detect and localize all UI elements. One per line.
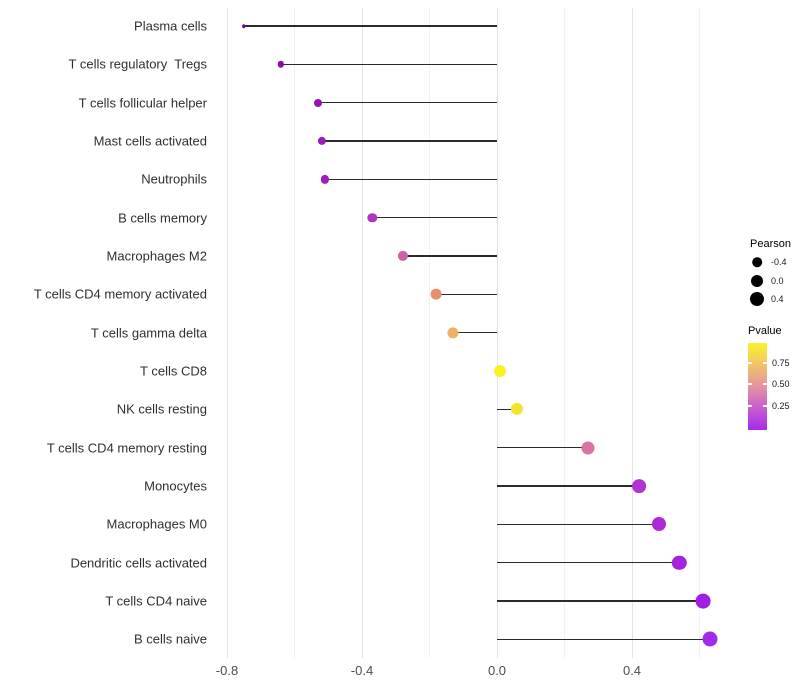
legend-pvalue-label: 0.25	[772, 401, 790, 411]
lollipop-dot	[702, 631, 718, 647]
lollipop-stem	[497, 561, 680, 564]
lollipop-stem	[324, 178, 497, 180]
gridline-major	[631, 8, 633, 658]
lollipop-stem	[436, 293, 497, 295]
lollipop-stem	[497, 485, 639, 487]
category-label: Dendritic cells activated	[70, 555, 207, 571]
lollipop-dot	[314, 98, 323, 107]
gridline-minor	[429, 8, 430, 658]
lollipop-dot	[511, 403, 524, 416]
category-label: T cells regulatory Tregs	[68, 56, 207, 72]
pvalue-colorbar	[748, 343, 767, 430]
x-tick-label: -0.8	[215, 663, 239, 678]
colorbar-tick	[763, 383, 767, 385]
category-label: Monocytes	[144, 478, 207, 494]
lollipop-stem	[497, 408, 518, 410]
category-label: T cells CD4 naive	[105, 593, 207, 609]
lollipop-dot	[581, 441, 595, 455]
lollipop-dot	[320, 175, 329, 184]
lollipop-stem	[243, 25, 497, 27]
category-label: T cells gamma delta	[90, 325, 207, 341]
legend-pvalue-title: Pvalue	[748, 325, 782, 337]
colorbar-tick	[748, 362, 752, 364]
category-label: Plasma cells	[134, 18, 207, 34]
lollipop-stem	[497, 600, 703, 602]
lollipop-dot	[317, 136, 326, 146]
lollipop-stem	[497, 446, 589, 449]
lollipop-dot	[631, 479, 646, 493]
lollipop-dot	[277, 61, 285, 68]
lollipop-dot	[430, 288, 442, 300]
category-label: Mast cells activated	[93, 133, 207, 149]
legend-pearson-title: Pearson	[750, 238, 791, 250]
colorbar-tick	[748, 405, 752, 407]
category-label: Macrophages M2	[106, 248, 207, 264]
colorbar-tick	[748, 383, 752, 385]
lollipop-stem	[497, 523, 659, 525]
lollipop-dot	[494, 364, 507, 377]
lollipop-stem	[372, 216, 497, 219]
category-label: T cells CD4 memory resting	[46, 440, 207, 456]
lollipop-stem	[497, 638, 710, 640]
x-tick-label: 0.4	[622, 663, 642, 678]
legend-size-label: -0.4	[771, 257, 787, 267]
gridline-major	[226, 8, 228, 658]
category-label: B cells naive	[134, 631, 207, 647]
gridline-minor	[564, 8, 565, 658]
legend-size-dot	[751, 274, 763, 287]
lollipop-stem	[281, 63, 497, 66]
colorbar-tick	[763, 405, 767, 407]
gridline-major	[496, 8, 498, 658]
legend-size-label: 0.4	[771, 294, 784, 304]
x-tick-label: -0.4	[350, 663, 374, 678]
category-label: NK cells resting	[116, 401, 207, 417]
lollipop-dot	[652, 517, 666, 532]
lollipop-dot	[672, 555, 687, 570]
category-label: T cells follicular helper	[78, 95, 207, 111]
category-label: T cells CD8	[140, 363, 207, 379]
lollipop-dot	[242, 24, 246, 28]
legend-size-label: 0.0	[771, 275, 784, 286]
category-label: B cells memory	[118, 210, 207, 226]
category-label: Neutrophils	[141, 171, 207, 187]
lollipop-stem	[453, 331, 497, 334]
lollipop-stem	[402, 255, 497, 257]
gridline-minor	[294, 8, 295, 658]
lollipop-dot	[397, 250, 408, 262]
lollipop-stem	[318, 101, 497, 104]
lollipop-stem	[321, 140, 497, 142]
lollipop-dot	[695, 593, 711, 609]
lollipop-dot	[367, 212, 377, 223]
legend-size-dot	[752, 257, 762, 267]
category-label: Macrophages M0	[106, 516, 207, 532]
category-label: T cells CD4 memory activated	[33, 286, 207, 302]
colorbar-tick	[763, 362, 767, 364]
gridline-minor	[699, 8, 700, 658]
legend-size-dot	[750, 292, 764, 306]
legend-pvalue-label: 0.50	[772, 379, 790, 389]
x-tick-label: 0.0	[487, 663, 507, 678]
lollipop-dot	[447, 327, 459, 339]
gridline-major	[361, 8, 363, 658]
legend-pvalue-label: 0.75	[772, 358, 790, 368]
